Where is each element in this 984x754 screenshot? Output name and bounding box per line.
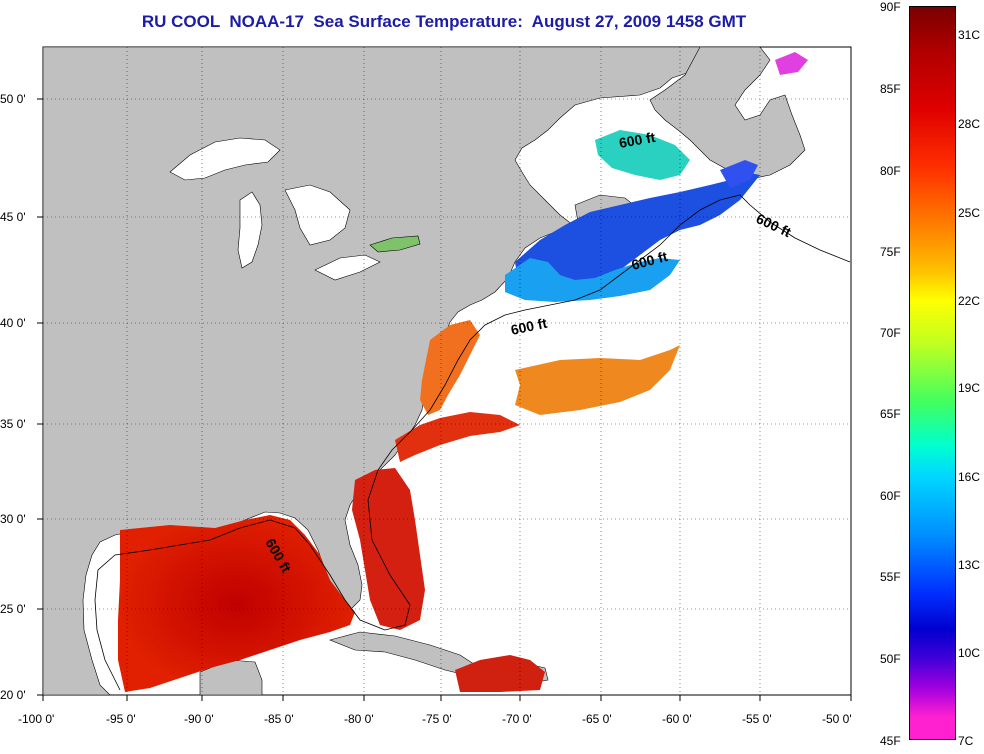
sst-red-gulf-mexico [118,515,355,692]
lat-tick-label: 45 0' [0,210,26,224]
lon-tick-label: -55 0' [742,712,772,726]
colorbar-f-label: 85F [880,82,901,96]
colorbar-c-label: 16C [958,470,981,484]
lon-tick-label: -100 0' [18,712,55,726]
lake-michigan [237,191,263,269]
sst-cold-gulf-maine [515,172,760,300]
colorbar-c-label: 7C [958,734,974,748]
sst-cyan-shelf [505,258,680,302]
lon-tick-label: -80 0' [344,712,374,726]
lat-tick-label: 25 0' [0,602,26,616]
lon-tick-label: -90 0' [184,712,214,726]
lon-tick-label: -70 0' [502,712,532,726]
lat-tick-label: 40 0' [0,316,26,330]
colorbar-f-label: 45F [880,734,901,748]
colorbar-c-label: 10C [958,646,981,660]
lon-tick-label: -95 0' [106,712,136,726]
lon-tick-label: -65 0' [582,712,612,726]
sst-magenta-labrador [775,52,808,75]
lon-tick-label: -85 0' [264,712,294,726]
colorbar-c-label: 13C [958,558,981,572]
sst-labrador-blue [720,160,758,188]
contour-label-1: 600 ft [618,129,657,151]
colorbar-f-label: 80F [880,164,901,178]
lat-tick-label: 50 0' [0,92,26,106]
temperature-colorbar [909,6,956,740]
colorbar-c-label: 22C [958,294,981,308]
lat-tick-label: 20 0' [0,688,26,702]
sst-red-cape-hatteras [395,412,520,462]
lat-tick-label: 30 0' [0,512,26,526]
lat-tick-label: 35 0' [0,417,26,431]
lake-superior [169,137,281,181]
colorbar-f-label: 90F [880,0,901,14]
sst-orange-midatlantic [420,320,480,415]
lake-huron [284,184,351,246]
lake-erie [314,254,381,281]
colorbar-f-label: 50F [880,652,901,666]
colorbar-c-label: 19C [958,381,981,395]
colorbar-f-label: 60F [880,489,901,503]
land-newfoundland [649,46,806,181]
contour-label-4: 600 ft [509,315,548,338]
colorbar-c-label: 28C [958,117,981,131]
lake-ontario [369,235,421,253]
contour-600ft [94,194,851,691]
sst-orange-offshore [515,345,680,415]
colorbar-c-label: 25C [958,206,981,220]
sst-red-caribbean [455,655,545,692]
colorbar-c-label: 31C [958,28,981,42]
colorbar-f-label: 70F [880,326,901,340]
lon-tick-label: -60 0' [662,712,692,726]
graticule [43,47,851,695]
colorbar-f-label: 55F [880,570,901,584]
lon-tick-label: -75 0' [422,712,452,726]
sst-map: 600 ft 600 ft 600 ft 600 ft 600 ft [37,46,852,701]
sst-red-florida-atlantic [352,468,425,630]
lon-tick-label: -50 0' [822,712,852,726]
colorbar-f-label: 75F [880,245,901,259]
sst-teal-gulf-stlawrence [595,130,690,180]
colorbar-f-label: 65F [880,407,901,421]
axis-ticks [37,98,852,701]
map-title: RU COOL NOAA-17 Sea Surface Temperature:… [141,12,747,31]
